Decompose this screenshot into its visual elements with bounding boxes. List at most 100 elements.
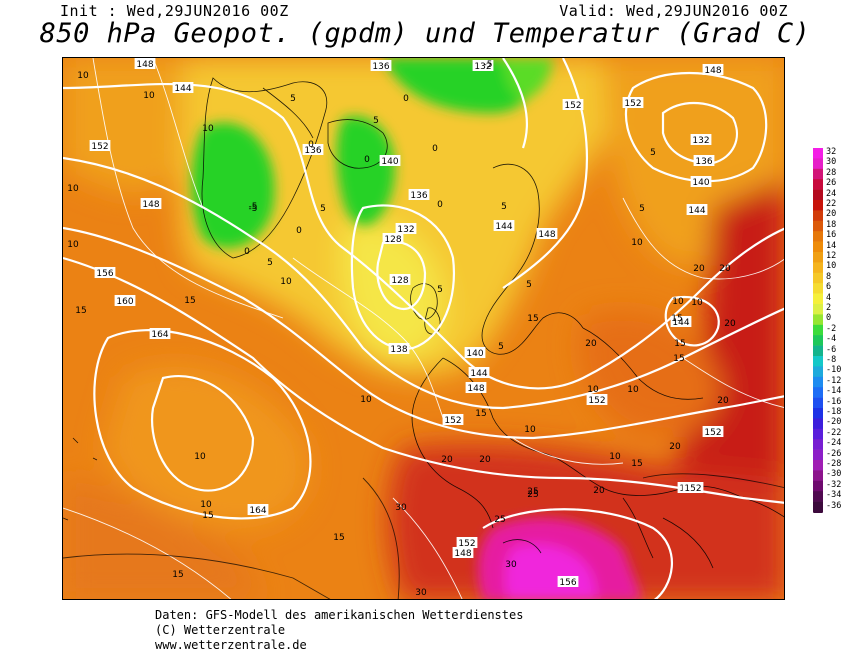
colorbar-label: -12 [826,375,842,386]
colorbar-swatch [813,470,823,482]
footer-url: www.wetterzentrale.de [155,638,307,652]
geopotential-contour-label: 136 [304,146,321,156]
colorbar-swatch [813,418,823,430]
temperature-contour-label: 15 [527,314,538,324]
geopotential-contour-label: 148 [467,384,484,394]
colorbar-swatch [813,345,823,357]
colorbar-label: 12 [826,251,837,261]
geo-label-box [702,64,724,75]
colorbar-swatch [813,293,823,305]
colorbar-swatch [813,408,823,419]
temperature-contour-label: 5 [501,202,507,212]
geo-label-box [468,367,490,378]
colorbar-label: -34 [826,490,842,501]
geo-label-box [682,482,704,493]
colorbar-label: -22 [826,427,842,438]
temperature-contour-label: 20 [717,396,729,406]
temperature-contour-label: 5 [320,204,326,214]
temperature-contour-label: 5 [639,204,645,214]
temperature-contour-label: -5 [484,60,493,70]
geo-label-box [586,394,608,405]
colorbar-swatch [813,480,823,492]
geopotential-contour-label: 132 [692,136,709,146]
colorbar-label: -10 [826,365,842,376]
temperature-contour-label: 20 [585,339,597,349]
temperature-contour-label: 15 [333,533,344,543]
colorbar-label: 30 [826,157,837,168]
colorbar-swatch [813,231,823,242]
temperature-contour-label: 10 [524,425,536,435]
temperature-contour-label: 5 [526,280,532,290]
geo-label-box [690,134,712,145]
geopotential-contour-label: 156 [559,578,576,588]
colorbar-label: -14 [826,386,842,397]
geopotential-contour-label: 152 [624,99,641,109]
geo-label-box [536,228,558,239]
colorbar-swatch [813,148,823,159]
geopotential-contour-label: 144 [174,84,191,94]
geo-label-box [452,547,474,558]
geopotential-contour-label: 128 [391,276,408,286]
temperature-contour-label: 10 [360,395,372,405]
colorbar-label: 18 [826,219,837,230]
geopotential-contour-label: 128 [384,235,401,245]
temperature-contour-label: 5 [437,285,443,295]
temperature-contour-label: -5 [249,202,258,212]
geo-label-box [114,295,136,306]
colorbar-swatch [813,272,823,284]
temperature-contour-label: 10 [631,238,643,248]
colorbar-label: -18 [826,407,842,417]
temperature-contour-label: 10 [627,385,639,395]
colorbar-swatch [813,439,823,450]
geo-label-box [370,60,392,71]
colorbar-swatch [813,283,823,294]
colorbar-swatch [813,179,823,190]
geo-label-box [395,223,417,234]
temperature-contour-label: 5 [373,116,379,126]
temperature-contour-label: 0 [296,226,302,236]
temperature-contour-label: 10 [77,71,89,81]
temperature-contour-label: 15 [75,306,86,316]
temperature-contour-label: 25 [494,515,505,525]
temperature-contour-label: 0 [308,140,314,150]
colorbar-label: 10 [826,261,837,272]
colorbar-swatch [813,335,823,346]
colorbar-swatch [813,324,823,336]
geopotential-contour-label: 164 [151,330,168,340]
footer-copyright: (C) Wetterzentrale [155,623,286,637]
geopotential-contour-label: 152 [704,428,721,438]
geo-label-box [302,144,324,155]
temperature-contour-label: 15 [475,409,486,419]
temperature-contour-label: 0 [403,94,409,104]
temperature-contour-label: 10 [672,297,684,307]
colorbar-label: -4 [826,334,837,345]
geo-label-box [389,274,411,285]
colorbar-swatch [813,501,823,513]
temperature-contour-label: 10 [609,452,621,462]
colorbar-label: 24 [826,188,837,199]
temperature-contour-label: 15 [631,459,642,469]
geo-label-box [456,537,478,548]
geo-label-box [134,58,156,69]
temperature-contour-label: 0 [432,144,438,154]
geopotential-contour-label: 144 [672,318,689,328]
colorbar-swatch [813,314,823,326]
geo-label-box [149,328,171,339]
geo-label-box [472,60,494,71]
geo-label-box [464,347,486,358]
colorbar-label: -26 [826,448,842,459]
temperature-contour-label: 15 [202,511,213,521]
init-time: Init : Wed,29JUN2016 00Z [60,2,289,20]
colorbar-swatch [813,376,823,388]
geopotential-contour-label: 148 [704,66,721,76]
geopotential-contour-label: 156 [96,269,113,279]
geo-label-box [408,189,430,200]
temperature-contour-label: 20 [479,455,491,465]
geo-label-box [89,140,111,151]
valid-time: Valid: Wed,29JUN2016 00Z [559,2,788,20]
colorbar-swatch [813,491,823,502]
geo-label-box [172,82,194,93]
temperature-contour-label: 15 [172,570,183,580]
colorbar-label: 32 [826,147,837,157]
geo-label-box [690,176,712,187]
